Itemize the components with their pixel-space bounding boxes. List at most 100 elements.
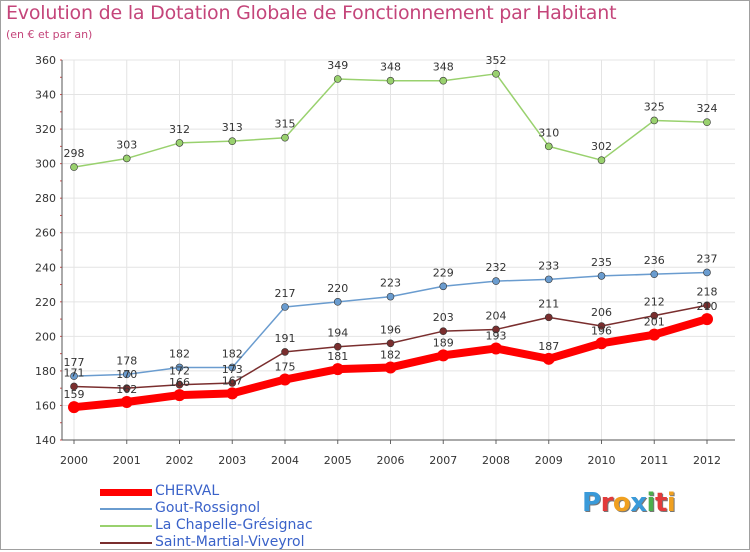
data-label: 313 [222, 121, 243, 134]
legend-label-saint-martial: Saint-Martial-Viveyrol [155, 534, 305, 550]
data-point [650, 311, 659, 320]
y-tick-label: 280 [35, 192, 56, 205]
data-point [703, 268, 711, 277]
data-point [70, 163, 78, 171]
data-point [595, 337, 608, 350]
data-point [175, 363, 184, 372]
data-label: 204 [486, 309, 507, 322]
logo-letter: x [630, 488, 647, 518]
data-point [597, 272, 606, 280]
legend-swatch-la-chapelle [100, 525, 152, 527]
y-tick-label: 240 [35, 261, 56, 274]
data-label: 212 [644, 296, 665, 309]
data-point [386, 292, 395, 301]
data-label: 210 [697, 300, 718, 313]
data-point [226, 387, 239, 400]
x-tick-label: 2012 [693, 454, 721, 467]
data-point [228, 363, 237, 372]
data-label: 232 [486, 261, 507, 274]
data-label: 310 [538, 126, 559, 139]
data-label: 203 [433, 311, 454, 324]
data-label: 196 [591, 324, 612, 337]
data-point [650, 116, 659, 125]
data-label: 159 [64, 388, 85, 401]
legend-label-la-chapelle: La Chapelle-Grésignac [155, 517, 313, 533]
data-point [490, 342, 502, 355]
data-label: 298 [64, 147, 85, 160]
data-label: 191 [275, 332, 296, 345]
y-tick-label: 300 [35, 158, 56, 171]
data-point [597, 156, 606, 164]
data-point [175, 139, 184, 147]
y-tick-label: 220 [35, 296, 56, 309]
data-point [386, 339, 395, 348]
y-tick-label: 140 [35, 434, 56, 447]
y-tick-label: 160 [35, 399, 56, 412]
data-point [333, 298, 342, 306]
data-point [228, 379, 237, 387]
x-tick-label: 2000 [60, 454, 88, 467]
data-point [122, 154, 131, 163]
x-tick-label: 2010 [588, 454, 616, 467]
x-tick-label: 2001 [113, 454, 141, 467]
data-label: 324 [697, 102, 718, 115]
data-point [333, 75, 342, 83]
data-label: 315 [275, 118, 296, 131]
logo-letter: t [654, 488, 667, 518]
data-label: 235 [591, 256, 612, 269]
data-point [437, 349, 450, 362]
logo-letter: i [666, 488, 676, 518]
data-label: 211 [538, 297, 559, 310]
data-point [439, 282, 448, 291]
data-point [120, 396, 133, 408]
data-label: 325 [644, 100, 665, 113]
data-label: 312 [169, 123, 190, 136]
data-point [701, 313, 713, 326]
plot-area [62, 60, 735, 440]
data-label: 173 [222, 363, 243, 376]
data-label: 348 [380, 61, 401, 74]
data-label: 193 [486, 329, 507, 342]
data-point [703, 118, 711, 126]
legend-swatch-cherval [100, 489, 152, 496]
chart-subtitle: (en € et par an) [6, 28, 93, 41]
data-label: 233 [538, 259, 559, 272]
y-tick-label: 180 [35, 365, 56, 378]
legend-label-gout-rossignol: Gout-Rossignol [155, 500, 261, 516]
data-point [542, 352, 555, 365]
data-label: 229 [433, 266, 454, 279]
data-point [70, 382, 78, 391]
x-tick-label: 2007 [429, 454, 457, 467]
data-label: 349 [327, 59, 348, 72]
data-point [281, 303, 289, 311]
data-point [597, 322, 606, 330]
data-label: 162 [116, 383, 137, 396]
logo-letter: r [600, 488, 614, 518]
data-point [228, 137, 237, 145]
legend-swatch-saint-martial [100, 542, 152, 544]
data-label: 175 [275, 361, 296, 374]
x-tick-label: 2009 [535, 454, 563, 467]
data-label: 348 [433, 61, 454, 74]
data-label: 236 [644, 254, 665, 267]
x-tick-label: 2003 [218, 454, 246, 467]
data-label: 217 [275, 287, 296, 300]
data-point [173, 389, 186, 402]
y-tick-label: 340 [35, 89, 56, 102]
data-point [439, 327, 448, 335]
data-label: 182 [169, 347, 190, 360]
data-point [386, 76, 395, 85]
data-label: 196 [380, 323, 401, 336]
data-point [703, 301, 711, 310]
legend-swatch-gout-rossignol [100, 508, 152, 510]
data-point [650, 270, 659, 278]
data-label: 181 [327, 350, 348, 363]
data-point [648, 328, 661, 341]
data-label: 170 [116, 368, 137, 381]
data-point [175, 380, 184, 389]
data-point [281, 348, 289, 356]
y-tick-label: 360 [35, 54, 56, 67]
data-label: 182 [222, 347, 243, 360]
data-label: 218 [697, 285, 718, 298]
